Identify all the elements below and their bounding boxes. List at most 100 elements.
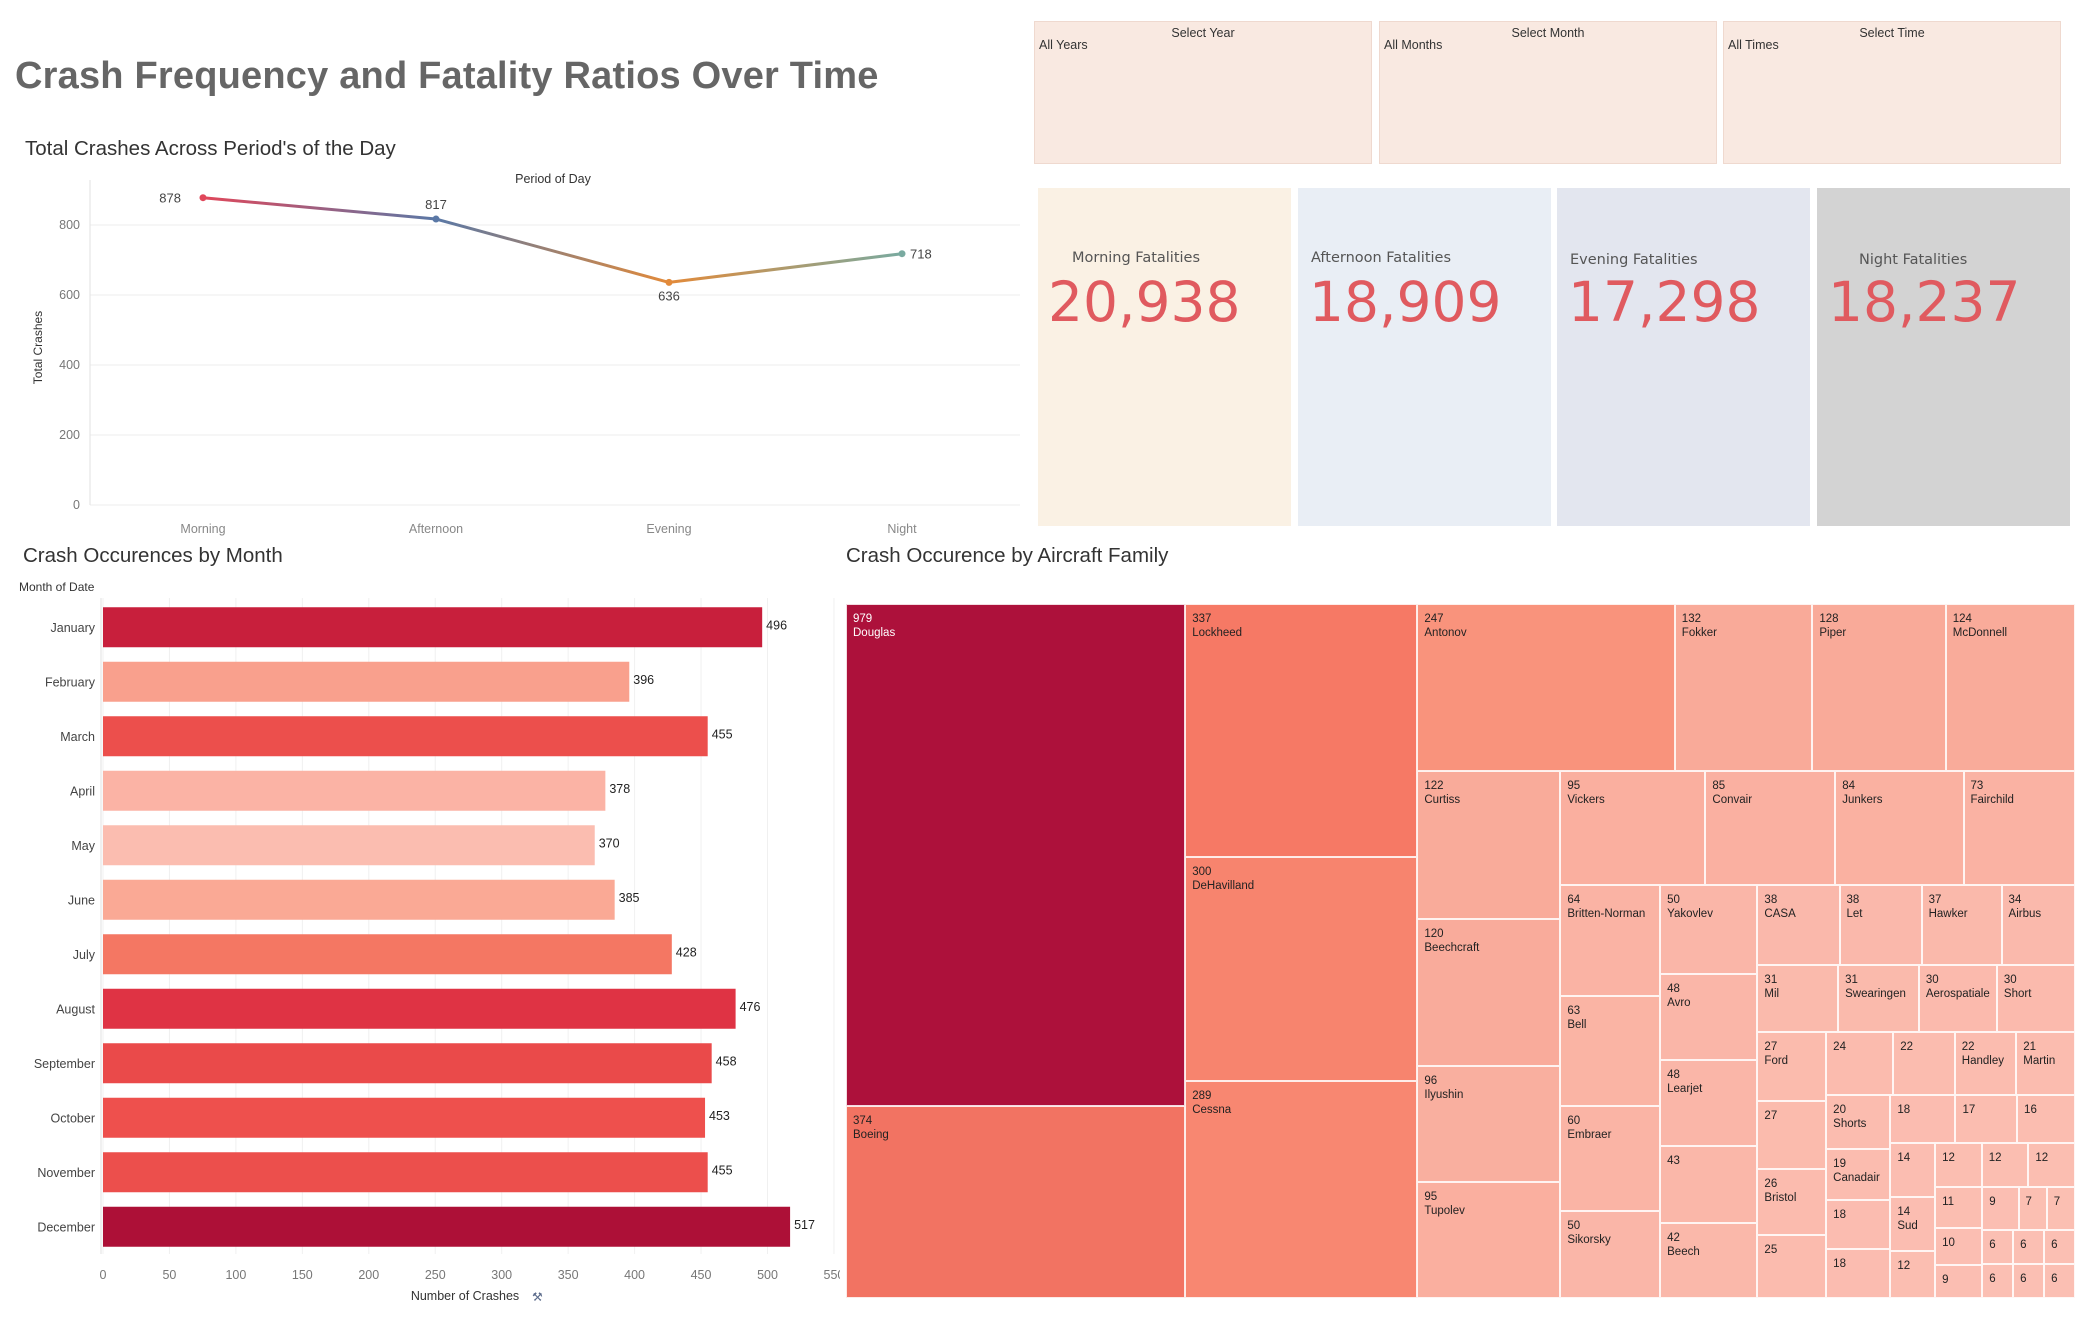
treemap-cell[interactable]: 12 (1935, 1142, 1982, 1188)
treemap-cell[interactable]: 6 (1982, 1230, 2014, 1265)
treemap-cell[interactable]: 63 Bell (1560, 996, 1661, 1107)
treemap-cell[interactable]: 95 Tupolev (1417, 1182, 1561, 1298)
treemap-cell[interactable]: 6 (2044, 1264, 2075, 1298)
treemap-value: 19 (1833, 1157, 1846, 1170)
treemap-cell[interactable]: 48 Learjet (1660, 1060, 1758, 1146)
treemap-value: 9 (1989, 1196, 1996, 1209)
y-tick-label: April (70, 784, 95, 798)
filter-year-value[interactable]: All Years (1039, 38, 1088, 52)
treemap-cell[interactable]: 64 Britten-Norman (1560, 884, 1661, 997)
treemap-cell[interactable]: 27 (1757, 1100, 1827, 1169)
treemap-cell[interactable]: 96 Ilyushin (1417, 1065, 1561, 1183)
treemap-cell[interactable]: 7 (2046, 1187, 2075, 1231)
treemap-value: 979 (853, 613, 873, 625)
treemap-cell[interactable]: 26 Bristol (1757, 1168, 1827, 1235)
treemap-cell[interactable]: 289 Cessna (1185, 1081, 1418, 1298)
treemap-cell[interactable]: 95 Vickers (1560, 770, 1706, 885)
treemap-cell[interactable]: 12 (1981, 1142, 2029, 1188)
treemap-cell[interactable]: 6 (2013, 1230, 2045, 1265)
treemap-cell[interactable]: 128 Piper (1812, 604, 1946, 771)
filter-month[interactable]: Select Month All Months (1379, 21, 1717, 164)
treemap-cell[interactable]: 34 Airbus (2001, 884, 2075, 966)
treemap-cell[interactable]: 979 Douglas (846, 604, 1186, 1107)
treemap-cell[interactable]: 18 (1826, 1249, 1891, 1298)
treemap-cell[interactable]: 24 (1826, 1032, 1894, 1095)
treemap-value: 30 (2003, 974, 2017, 987)
data-point (432, 215, 440, 223)
treemap-cell[interactable]: 122 Curtiss (1417, 770, 1561, 920)
treemap-cell[interactable]: 31 Swearingen (1838, 965, 1919, 1033)
filter-month-value[interactable]: All Months (1384, 38, 1443, 52)
treemap-label: Canadair (1833, 1171, 1880, 1184)
treemap-cell[interactable]: 18 (1890, 1094, 1956, 1143)
treemap-cell[interactable]: 9 (1935, 1264, 1983, 1298)
treemap-cell[interactable]: 12 (2028, 1142, 2075, 1188)
treemap-cell[interactable]: 6 (1982, 1264, 2014, 1298)
treemap-cell[interactable]: 85 Convair (1705, 770, 1836, 885)
treemap-cell[interactable]: 12 (1890, 1251, 1936, 1298)
treemap-cell[interactable]: 16 (2017, 1094, 2075, 1143)
series-line-segment (201, 196, 438, 221)
treemap-cell[interactable]: 11 (1935, 1187, 1983, 1228)
treemap-cell[interactable]: 38 Let (1839, 884, 1922, 966)
treemap-cell[interactable]: 22 (1893, 1032, 1955, 1095)
x-tick-label: Night (887, 522, 917, 536)
treemap-cell[interactable]: 50 Sikorsky (1560, 1210, 1661, 1298)
treemap-cell[interactable]: 31 Mil (1757, 965, 1839, 1033)
treemap-cell[interactable]: 48 Avro (1660, 974, 1758, 1061)
treemap-cell[interactable]: 37 Hawker (1921, 884, 2002, 966)
treemap-value: 42 (1667, 1231, 1680, 1244)
treemap-cell[interactable]: 124 McDonnell (1945, 604, 2075, 771)
treemap-cell[interactable]: 6 (2013, 1264, 2045, 1298)
treemap-label: DeHavilland (1192, 879, 1255, 892)
treemap-cell[interactable]: 73 Fairchild (1963, 770, 2075, 885)
treemap-cell[interactable]: 247 Antonov (1417, 604, 1675, 771)
treemap-cell[interactable]: 22 Handley (1954, 1032, 2017, 1095)
treemap-cell[interactable]: 10 (1935, 1227, 1983, 1265)
treemap-value: 7 (2053, 1196, 2061, 1209)
filter-time[interactable]: Select Time All Times (1723, 21, 2061, 164)
treemap-cell[interactable]: 9 (1982, 1187, 2019, 1231)
data-label: 636 (658, 288, 680, 303)
treemap-cell[interactable]: 300 DeHavilland (1185, 856, 1418, 1082)
filter-month-label: Select Month (1511, 26, 1585, 40)
treemap-label: Cessna (1192, 1104, 1232, 1117)
treemap-cell[interactable]: 374 Boeing (846, 1106, 1186, 1298)
treemap-value: 124 (1952, 613, 1972, 625)
treemap-cell[interactable]: 38 CASA (1757, 884, 1840, 966)
treemap-cell[interactable]: 120 Beechcraft (1417, 919, 1561, 1066)
treemap-cell[interactable]: 14 Sud (1890, 1196, 1936, 1252)
treemap-value: 247 (1424, 613, 1444, 625)
treemap-cell[interactable]: 25 (1757, 1234, 1827, 1298)
treemap-cell[interactable]: 6 (2044, 1230, 2075, 1265)
treemap-cell[interactable]: 42 Beech (1660, 1222, 1758, 1298)
treemap-cell[interactable]: 60 Embraer (1560, 1106, 1661, 1211)
treemap-value: 50 (1567, 1219, 1581, 1232)
treemap-cell[interactable]: 19 Canadair (1826, 1148, 1891, 1201)
treemap-cell[interactable]: 132 Fokker (1674, 604, 1813, 771)
bar-value-label: 453 (709, 1109, 730, 1123)
data-label: 817 (425, 197, 447, 212)
treemap-cell[interactable]: 27 Ford (1757, 1032, 1827, 1101)
treemap-value: 14 (1897, 1205, 1911, 1218)
treemap-cell[interactable]: 84 Junkers (1835, 770, 1964, 885)
treemap-cell[interactable]: 17 (1955, 1094, 2018, 1143)
treemap-cell[interactable]: 20 Shorts (1826, 1094, 1891, 1149)
treemap-label: Hawker (1928, 907, 1968, 920)
treemap-value: 6 (2020, 1239, 2027, 1252)
treemap-cell[interactable]: 18 (1826, 1200, 1891, 1250)
treemap-title: Crash Occurence by Aircraft Family (846, 544, 1169, 567)
treemap-cell[interactable]: 21 Martin (2016, 1032, 2075, 1095)
filter-year[interactable]: Select Year All Years (1034, 21, 1372, 164)
treemap-cell[interactable]: 30 Short (1996, 965, 2075, 1033)
treemap-cell[interactable]: 7 (2018, 1187, 2047, 1231)
treemap-label: CASA (1764, 907, 1796, 920)
treemap-cell[interactable]: 337 Lockheed (1185, 604, 1418, 857)
filter-time-value[interactable]: All Times (1728, 38, 1779, 52)
treemap-cell[interactable]: 43 (1660, 1145, 1758, 1223)
treemap-cell[interactable]: 50 Yakovlev (1660, 884, 1758, 975)
treemap-cell[interactable]: 14 (1890, 1142, 1936, 1197)
treemap-cell[interactable]: 30 Aerospatiale (1918, 965, 1997, 1033)
x-tick-label: 450 (691, 1268, 712, 1282)
bar-december (103, 1206, 791, 1247)
